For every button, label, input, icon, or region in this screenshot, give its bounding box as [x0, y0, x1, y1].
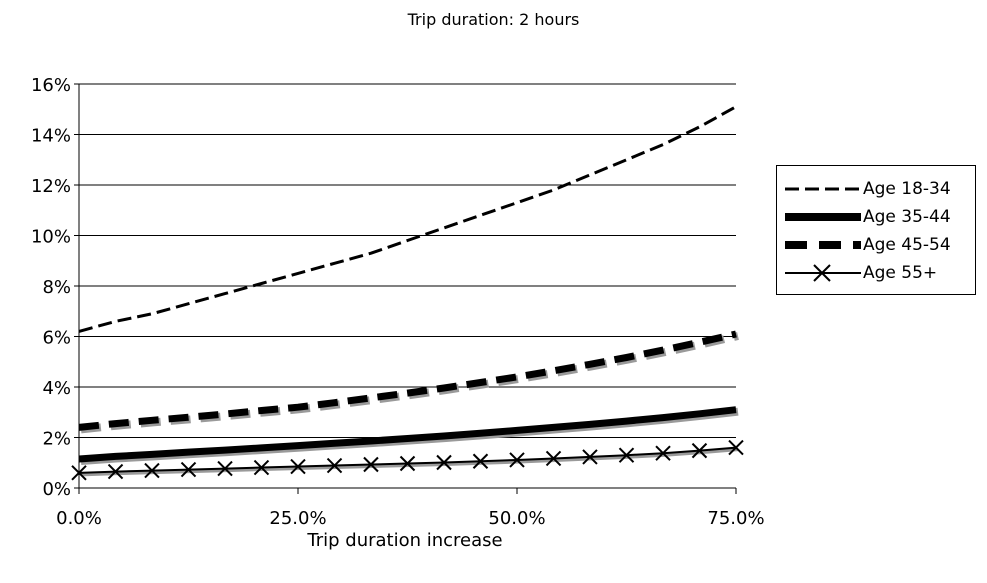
series-4 [71, 439, 744, 481]
legend-item-age-45-54: Age 45-54 [777, 232, 975, 258]
x-marker [71, 465, 87, 481]
series-lines [71, 105, 744, 481]
legend-label: Age 55+ [863, 263, 938, 283]
y-tick-label: 12% [31, 176, 71, 197]
legend-label: Age 45-54 [863, 235, 951, 255]
series-line [78, 406, 737, 463]
chart-title: Trip duration: 2 hours [407, 10, 580, 29]
y-tick-label: 14% [31, 126, 71, 147]
y-tick-label: 16% [31, 75, 71, 96]
x-tick-labels: 0.0% 25.0% 50.0% 75.0% [56, 508, 764, 529]
y-tick-label: 10% [31, 227, 71, 248]
x-tick-label: 0.0% [56, 508, 102, 529]
x-marker [472, 453, 489, 469]
x-marker [582, 449, 598, 465]
legend-item-age-35-44: Age 35-44 [777, 204, 975, 230]
legend-label: Age 18-34 [863, 179, 951, 199]
legend: Age 18-34 Age 35-44 Age 45-54 Age 55+ [776, 165, 976, 295]
y-tick-labels: 0% 2% 4% 6% 8% 10% 12% 14% 16% [31, 75, 71, 500]
legend-swatch-long-dash [785, 187, 861, 191]
x-marker [728, 439, 744, 456]
x-marker [655, 445, 671, 461]
x-marker [144, 462, 160, 479]
axes [74, 83, 737, 494]
x-axis-label: Trip duration increase [307, 530, 503, 551]
x-marker [509, 452, 525, 468]
x-marker [545, 450, 562, 467]
series-2 [78, 406, 739, 465]
series-line [78, 105, 737, 333]
x-marker [217, 460, 233, 477]
y-tick-label: 6% [42, 328, 71, 349]
series-1 [78, 105, 737, 333]
legend-swatch-x-marker [785, 264, 861, 282]
x-marker [618, 447, 635, 463]
legend-item-age-55-plus: Age 55+ [777, 260, 975, 286]
x-marker [253, 459, 270, 476]
x-tick-label: 75.0% [707, 508, 764, 529]
x-marker [436, 454, 452, 471]
x-marker [399, 455, 416, 472]
x-marker [290, 458, 306, 475]
legend-item-age-18-34: Age 18-34 [777, 176, 975, 202]
series-3 [78, 330, 739, 434]
y-tick-label: 2% [42, 429, 71, 450]
legend-swatch-thick-dash [785, 241, 861, 249]
x-marker [107, 463, 124, 480]
x-marker [326, 457, 343, 474]
gridlines [79, 83, 736, 438]
legend-swatch-thick-solid [785, 213, 861, 221]
y-tick-label: 4% [42, 378, 71, 399]
y-tick-label: 8% [42, 277, 71, 298]
x-tick-label: 25.0% [269, 508, 326, 529]
x-marker [691, 442, 708, 459]
series-line [78, 330, 737, 431]
x-marker [363, 456, 379, 473]
y-tick-label: 0% [42, 479, 71, 500]
legend-label: Age 35-44 [863, 207, 951, 227]
x-marker [180, 461, 197, 478]
x-tick-label: 50.0% [488, 508, 545, 529]
